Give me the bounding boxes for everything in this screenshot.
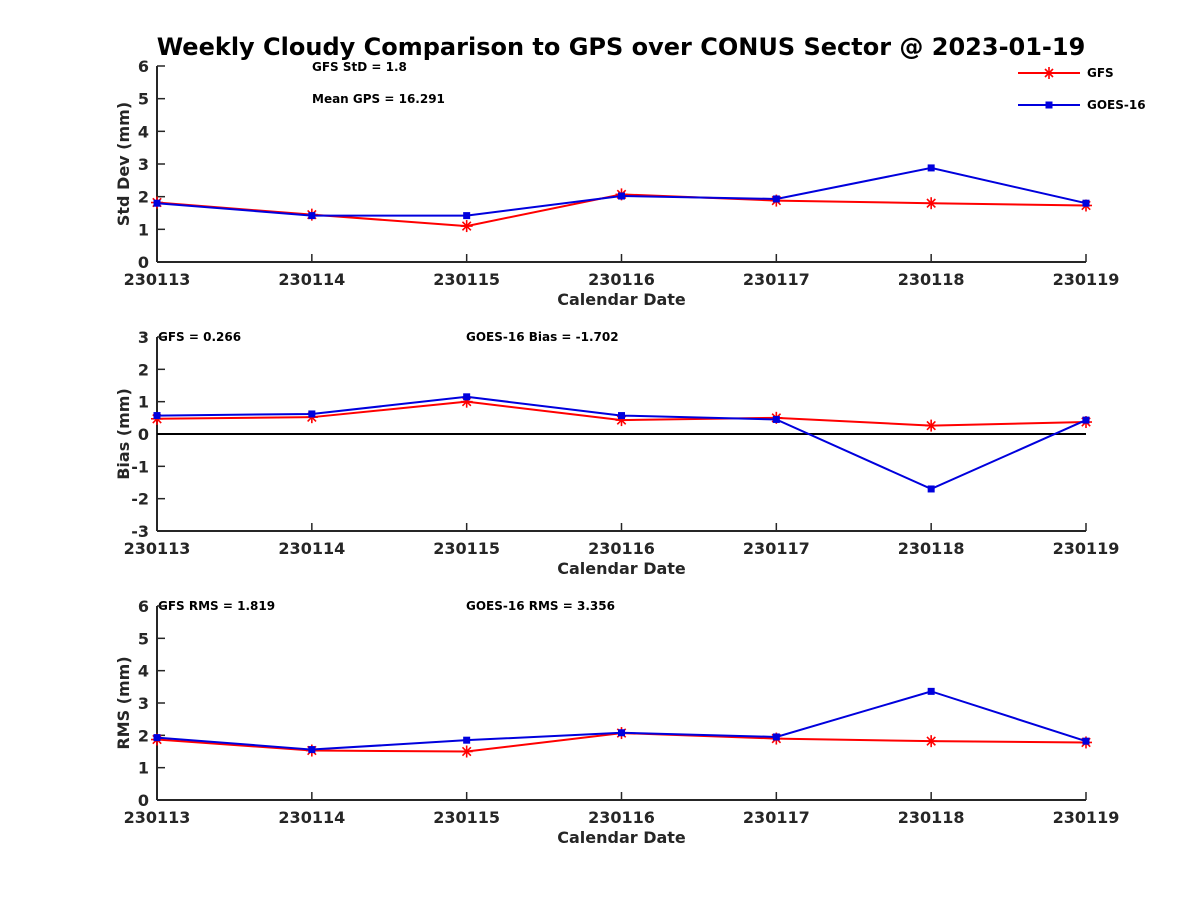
x-tick-label: 230116 <box>588 539 655 558</box>
bias-panel: -3 -2 -1 0 1 2 3 230113 230114 230115 230116 230117… <box>114 328 1119 578</box>
y-tick-label: -1 <box>131 457 149 476</box>
legend-gfs-asterisk-icon <box>1043 67 1055 79</box>
legend-goes-label: GOES-16 <box>1087 98 1146 112</box>
y-tick-label: 2 <box>138 188 149 207</box>
annotation-goes-rms: GOES-16 RMS = 3.356 <box>466 599 615 613</box>
annotation-goes-bias: GOES-16 Bias = -1.702 <box>466 330 619 344</box>
std-dev-panel: 0 1 2 3 4 5 6 230113 230114 230115 230116 230117 230… <box>114 57 1119 309</box>
annotation-mean-gps: Mean GPS = 16.291 <box>312 92 445 106</box>
y-tick-label: 3 <box>138 694 149 713</box>
data-point-goes-16 <box>1082 416 1090 424</box>
x-tick-label: 230117 <box>743 539 810 558</box>
y-tick-label: 5 <box>138 629 149 648</box>
data-point-gfs <box>925 419 938 432</box>
data-point-goes-16 <box>772 195 780 203</box>
x-tick-label: 230118 <box>898 270 965 289</box>
y-tick-label: 2 <box>138 360 149 379</box>
annotation-gfs-std: GFS StD = 1.8 <box>312 60 407 74</box>
y-tick-label: 6 <box>138 597 149 616</box>
x-tick-label: 230119 <box>1053 808 1120 827</box>
data-point-goes-16 <box>927 485 935 493</box>
data-point-goes-16 <box>1082 737 1090 745</box>
x-tick-label: 230119 <box>1053 270 1120 289</box>
y-tick-label: 1 <box>138 393 149 412</box>
y-tick-label: 1 <box>138 759 149 778</box>
y-tick-label: 0 <box>138 791 149 810</box>
data-point-goes-16 <box>927 164 935 172</box>
x-tick-label: 230116 <box>588 808 655 827</box>
legend: GFS GOES-16 <box>1018 66 1146 112</box>
data-point-goes-16 <box>463 736 471 744</box>
data-point-goes-16 <box>463 393 471 401</box>
y-axis-label: Bias (mm) <box>114 388 133 480</box>
data-point-goes-16 <box>308 410 316 418</box>
data-point-goes-16 <box>308 212 316 220</box>
x-tick-label: 230119 <box>1053 539 1120 558</box>
y-tick-label: 2 <box>138 726 149 745</box>
y-tick-label: 5 <box>138 90 149 109</box>
rms-panel: 0 1 2 3 4 5 6 230113 230114 230115 230116 230117 230… <box>114 597 1119 847</box>
x-tick-label: 230113 <box>124 270 191 289</box>
x-axis-label: Calendar Date <box>557 559 686 578</box>
data-point-gfs <box>925 197 938 210</box>
x-tick-label: 230115 <box>433 270 500 289</box>
y-axis-label: Std Dev (mm) <box>114 102 133 226</box>
data-point-goes-16 <box>153 412 161 420</box>
data-point-goes-16 <box>1082 199 1090 207</box>
data-point-goes-16 <box>308 746 316 754</box>
data-point-goes-16 <box>772 733 780 741</box>
y-tick-label: 3 <box>138 155 149 174</box>
x-tick-label: 230114 <box>278 808 345 827</box>
y-tick-label: 3 <box>138 328 149 347</box>
data-point-goes-16 <box>618 729 625 737</box>
y-axis-label: RMS (mm) <box>114 656 133 749</box>
y-tick-label: -3 <box>131 522 149 541</box>
annotation-gfs-rms: GFS RMS = 1.819 <box>158 599 275 613</box>
data-point-gfs <box>460 220 473 233</box>
x-tick-label: 230114 <box>278 539 345 558</box>
y-tick-label: -2 <box>131 490 149 509</box>
data-point-goes-16 <box>153 734 161 742</box>
legend-goes-square-icon <box>1045 101 1053 109</box>
figure-title: Weekly Cloudy Comparison to GPS over CON… <box>157 33 1086 61</box>
x-tick-label: 230118 <box>898 539 965 558</box>
x-tick-label: 230115 <box>433 539 500 558</box>
x-tick-label: 230116 <box>588 270 655 289</box>
y-tick-label: 1 <box>138 220 149 239</box>
x-tick-label: 230117 <box>743 808 810 827</box>
x-tick-label: 230118 <box>898 808 965 827</box>
data-point-gfs <box>925 735 938 748</box>
data-point-goes-16 <box>153 199 161 207</box>
data-point-goes-16 <box>927 687 935 695</box>
y-tick-label: 6 <box>138 57 149 76</box>
x-tick-label: 230117 <box>743 270 810 289</box>
data-point-goes-16 <box>618 192 625 200</box>
x-axis-label: Calendar Date <box>557 828 686 847</box>
y-tick-label: 0 <box>138 253 149 272</box>
legend-gfs-label: GFS <box>1087 66 1114 80</box>
x-tick-label: 230114 <box>278 270 345 289</box>
data-point-goes-16 <box>772 415 780 423</box>
x-tick-label: 230113 <box>124 539 191 558</box>
y-tick-label: 4 <box>138 122 149 141</box>
data-point-gfs <box>460 745 473 758</box>
x-axis-label: Calendar Date <box>557 290 686 309</box>
data-point-goes-16 <box>463 212 471 220</box>
y-tick-label: 0 <box>138 425 149 444</box>
annotation-gfs-bias: GFS = 0.266 <box>158 330 241 344</box>
data-point-goes-16 <box>618 412 625 420</box>
y-tick-label: 4 <box>138 662 149 681</box>
x-tick-label: 230113 <box>124 808 191 827</box>
x-tick-label: 230115 <box>433 808 500 827</box>
